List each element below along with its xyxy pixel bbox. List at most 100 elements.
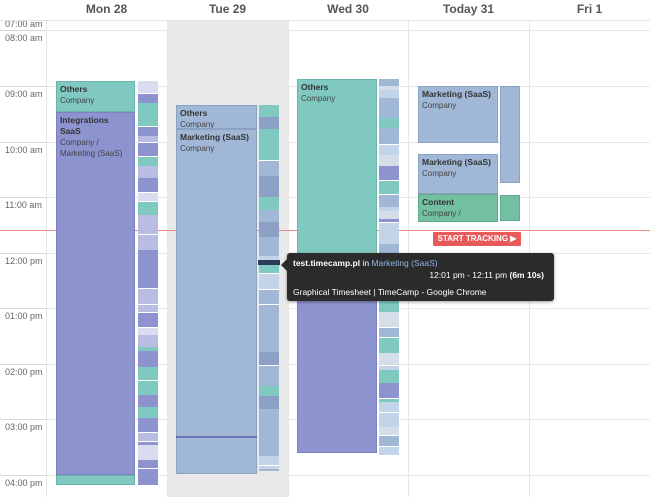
activity-segment[interactable] (379, 145, 399, 155)
activity-segment[interactable] (138, 193, 158, 201)
activity-segment[interactable] (138, 351, 158, 367)
activity-segment[interactable] (138, 381, 158, 395)
activity-strip[interactable] (138, 81, 158, 485)
activity-segment[interactable] (138, 215, 158, 223)
activity-segment[interactable] (138, 178, 158, 192)
activity-segment[interactable] (259, 386, 279, 396)
activity-segment[interactable] (138, 81, 158, 93)
time-entry[interactable] (56, 475, 135, 485)
day-header-wed[interactable]: Wed 30 (327, 2, 369, 16)
activity-segment[interactable] (259, 274, 279, 289)
time-entry[interactable]: Others Company (56, 81, 135, 112)
activity-segment[interactable] (138, 305, 158, 312)
activity-segment[interactable] (379, 109, 399, 112)
activity-segment[interactable] (259, 349, 279, 352)
activity-segment[interactable] (138, 418, 158, 422)
activity-segment[interactable] (379, 223, 399, 230)
activity-segment[interactable] (138, 94, 158, 98)
activity-segment[interactable] (259, 129, 279, 145)
activity-segment[interactable] (138, 335, 158, 347)
activity-segment[interactable] (259, 145, 279, 160)
activity-segment[interactable] (379, 195, 399, 207)
activity-segment[interactable] (259, 207, 279, 210)
activity-segment[interactable] (138, 110, 158, 126)
activity-segment[interactable] (138, 460, 158, 468)
activity-segment[interactable] (379, 90, 399, 98)
activity-segment[interactable] (259, 466, 279, 469)
activity-segment[interactable] (259, 305, 279, 318)
activity-segment[interactable] (259, 290, 279, 304)
activity-segment[interactable] (379, 447, 399, 455)
activity-strip[interactable] (500, 86, 520, 183)
activity-segment[interactable] (259, 197, 279, 207)
time-entry[interactable]: Marketing (SaaS) Company (176, 129, 257, 474)
activity-segment[interactable] (259, 453, 279, 456)
activity-segment[interactable] (138, 250, 158, 261)
day-header-fri[interactable]: Fri 1 (576, 2, 603, 16)
activity-segment[interactable] (379, 436, 399, 446)
activity-segment[interactable] (138, 301, 158, 304)
activity-segment[interactable] (138, 202, 158, 215)
activity-segment[interactable] (379, 137, 399, 144)
activity-segment[interactable] (379, 230, 399, 244)
activity-segment[interactable] (138, 273, 158, 288)
activity-segment[interactable] (138, 143, 158, 156)
activity-segment[interactable] (259, 469, 279, 471)
start-tracking-button[interactable]: START TRACKING ▶ (433, 232, 521, 246)
activity-segment[interactable] (138, 316, 158, 327)
activity-segment[interactable] (379, 79, 399, 86)
activity-segment[interactable] (138, 367, 158, 380)
activity-segment[interactable] (259, 256, 279, 262)
activity-segment[interactable] (259, 409, 279, 420)
activity-segment[interactable] (379, 298, 399, 312)
activity-segment[interactable] (259, 105, 279, 117)
activity-strip[interactable] (379, 79, 399, 455)
activity-segment[interactable] (138, 407, 158, 418)
activity-segment[interactable] (259, 446, 279, 453)
activity-segment[interactable] (138, 235, 158, 250)
time-entry[interactable]: Content Company / Marketing (SaaS) (418, 194, 498, 222)
activity-segment[interactable] (138, 98, 158, 103)
activity-segment[interactable] (379, 399, 399, 402)
activity-segment[interactable] (379, 353, 399, 365)
activity-segment[interactable] (138, 127, 158, 136)
activity-segment[interactable] (138, 328, 158, 335)
activity-segment[interactable] (259, 265, 279, 273)
activity-segment[interactable] (259, 237, 279, 242)
activity-segment[interactable] (259, 176, 279, 184)
activity-segment[interactable] (259, 366, 279, 375)
activity-segment[interactable] (259, 117, 279, 129)
activity-segment[interactable] (379, 112, 399, 118)
activity-segment[interactable] (138, 223, 158, 234)
time-entry[interactable]: Others Company (176, 105, 257, 129)
activity-segment[interactable] (138, 469, 158, 485)
activity-segment[interactable] (259, 242, 279, 256)
activity-segment[interactable] (379, 427, 399, 435)
activity-segment[interactable] (259, 456, 279, 465)
activity-segment[interactable] (379, 370, 399, 383)
activity-segment[interactable] (259, 334, 279, 349)
activity-segment[interactable] (379, 181, 399, 194)
activity-segment[interactable] (138, 261, 158, 267)
activity-segment[interactable] (138, 347, 158, 351)
activity-strip[interactable] (259, 105, 279, 471)
activity-segment[interactable] (259, 184, 279, 197)
day-header-today[interactable]: Today 31 (442, 2, 495, 16)
activity-segment[interactable] (379, 128, 399, 137)
time-entry[interactable] (297, 295, 377, 453)
activity-segment[interactable] (379, 98, 399, 109)
activity-segment[interactable] (138, 445, 158, 460)
activity-segment[interactable] (259, 420, 279, 430)
activity-segment[interactable] (379, 155, 399, 166)
activity-segment[interactable] (379, 338, 399, 353)
activity-segment[interactable] (259, 352, 279, 365)
activity-segment[interactable] (379, 118, 399, 128)
activity-segment[interactable] (379, 413, 399, 427)
activity-segment[interactable] (259, 161, 279, 176)
activity-segment[interactable] (379, 86, 399, 90)
activity-segment[interactable] (379, 211, 399, 219)
activity-segment[interactable] (259, 210, 279, 222)
activity-segment[interactable] (259, 396, 279, 409)
activity-strip[interactable] (500, 195, 520, 221)
day-header-tue[interactable]: Tue 29 (208, 2, 247, 16)
